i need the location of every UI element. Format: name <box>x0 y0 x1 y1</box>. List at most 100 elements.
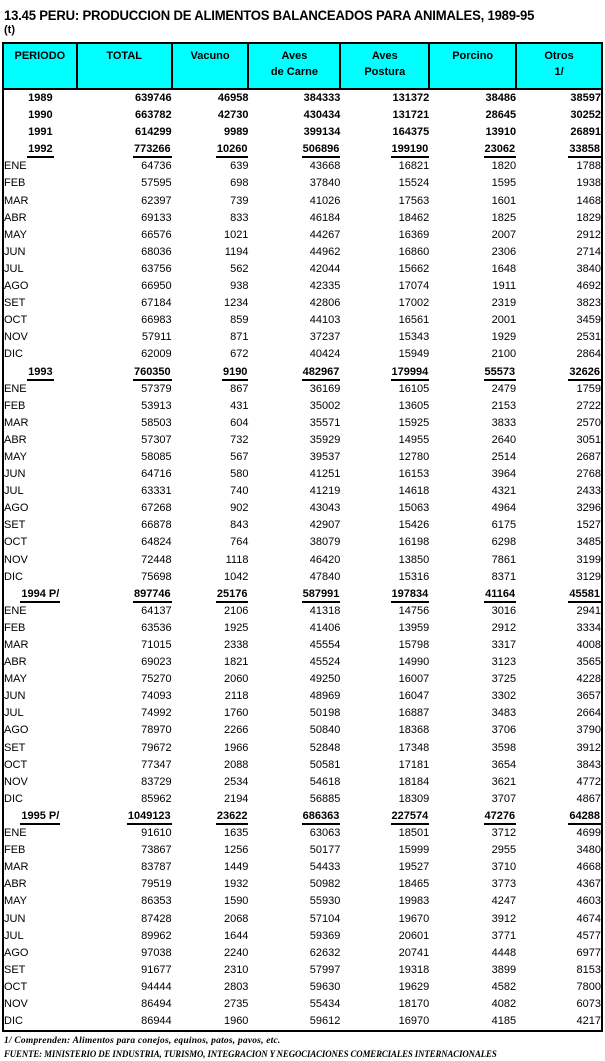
cell-value: 3485 <box>576 536 601 549</box>
cell-value: 62397 <box>141 194 172 207</box>
cell-value: 35571 <box>309 416 341 429</box>
cell-value: 604 <box>230 416 249 429</box>
cell-value: 2768 <box>576 468 601 481</box>
cell-value: 6175 <box>491 519 517 532</box>
cell-value: 15798 <box>398 639 430 651</box>
cell-value: 2570 <box>576 416 601 429</box>
cell-value: 131372 <box>392 92 430 104</box>
table-row-annual: 1990 663782 42730 430434 131721 28645 30252 <box>4 107 601 124</box>
cell-value: 8153 <box>576 963 601 976</box>
underlined-value: 506896 <box>301 143 341 159</box>
cell-value: 4247 <box>491 895 517 908</box>
cell-value: 2306 <box>491 245 517 258</box>
cell-value: 6073 <box>576 997 601 1010</box>
cell-value: 50581 <box>309 758 341 771</box>
cell-period: FEB <box>4 844 26 857</box>
cell-value: 4964 <box>491 502 517 515</box>
cell-value: 859 <box>230 314 249 327</box>
cell-value: 4772 <box>576 775 601 788</box>
cell-value: 1644 <box>223 929 249 942</box>
cell-value: 2106 <box>223 604 249 617</box>
cell-value: 15063 <box>398 502 430 515</box>
header-row: PERIODO TOTAL Vacuno Aves de Carne <box>4 44 601 90</box>
cell-value: 50177 <box>309 844 341 857</box>
cell-value: 57104 <box>309 912 341 925</box>
cell-value: 4674 <box>576 912 601 925</box>
cell-value: 62632 <box>309 946 341 959</box>
cell-value: 94444 <box>141 980 172 993</box>
cell-value: 1788 <box>576 160 601 173</box>
table-row-annual: 1993 760350 9190 482967 179994 55573 32626 <box>4 364 601 381</box>
cell-value: 17074 <box>398 280 430 293</box>
cell-value: 17348 <box>398 741 430 754</box>
table-row-annual: 1989 639746 46958 384333 131372 38486 38597 <box>4 89 601 107</box>
cell-value: 66878 <box>141 519 172 532</box>
cell-value: 1648 <box>491 262 517 275</box>
cell-value: 506896 <box>248 141 341 159</box>
table-row-month: MAY 86353 1590 55930 19983 4247 4603 <box>4 893 601 910</box>
cell-value: 7800 <box>576 980 601 993</box>
table-row-month: JUL 74992 1760 50198 16887 3483 2664 <box>4 705 601 722</box>
cell-value: 15316 <box>398 570 430 583</box>
cell-period: JUL <box>4 707 24 720</box>
cell-period: MAR <box>4 416 29 429</box>
table-row-month: SET 91677 2310 57997 19318 3899 8153 <box>4 962 601 979</box>
cell-value: 9989 <box>223 126 249 139</box>
table-row-month: AGO 97038 2240 62632 20741 4448 6977 <box>4 945 601 962</box>
cell-value: 63063 <box>309 827 341 840</box>
cell-value: 2735 <box>223 997 249 1010</box>
table-row-month: MAR 83787 1449 54433 19527 3710 4668 <box>4 859 601 876</box>
cell-period: JUL <box>4 929 24 942</box>
cell-value: 3833 <box>491 416 517 429</box>
cell-value: 2722 <box>576 399 601 412</box>
cell-value: 45581 <box>516 586 601 603</box>
cell-value: 3771 <box>491 929 517 942</box>
cell-value: 35002 <box>309 399 341 412</box>
cell-value: 3912 <box>491 912 517 925</box>
cell-value: 79672 <box>141 741 172 754</box>
cell-value: 3317 <box>491 639 517 651</box>
cell-value: 38079 <box>309 536 341 549</box>
cell-value: 2640 <box>491 433 517 446</box>
cell-period: JUL <box>4 262 24 275</box>
table-row-month: NOV 83729 2534 54618 18184 3621 4772 <box>4 774 601 791</box>
cell-value: 13959 <box>398 621 430 634</box>
table-row-month: DIC 75698 1042 47840 15316 8371 3129 <box>4 569 601 586</box>
cell-period: MAY <box>4 450 28 463</box>
table-row-month: NOV 57911 871 37237 15343 1929 2531 <box>4 329 601 346</box>
cell-value: 42806 <box>309 297 341 310</box>
underlined-value: 1992 <box>27 143 54 159</box>
cell-value: 399134 <box>303 126 341 139</box>
cell-value: 3016 <box>491 604 517 617</box>
cell-value: 44103 <box>309 314 341 327</box>
cell-value: 1960 <box>223 1015 249 1028</box>
cell-value: 79519 <box>141 878 172 891</box>
table-row-month: JUN 74093 2118 48969 16047 3302 3657 <box>4 688 601 705</box>
cell-value: 18368 <box>398 724 430 737</box>
cell-value: 97038 <box>141 946 172 959</box>
cell-value: 4668 <box>576 861 601 874</box>
cell-value: 2319 <box>491 297 517 310</box>
cell-value: 3964 <box>491 468 517 481</box>
cell-value: 38486 <box>485 92 517 104</box>
cell-value: 47276 <box>429 808 517 825</box>
cell-value: 87428 <box>141 912 172 925</box>
cell-value: 3725 <box>491 673 517 686</box>
table-row-month: FEB 63536 1925 41406 13959 2912 3334 <box>4 620 601 637</box>
cell-value: 16047 <box>398 690 430 703</box>
table-row-month: ENE 57379 867 36169 16105 2479 1759 <box>4 381 601 398</box>
cell-period: 1989 <box>28 92 53 104</box>
cell-value: 64716 <box>141 468 172 481</box>
table-container: PERIODO TOTAL Vacuno Aves de Carne <box>2 42 603 1033</box>
cell-period: AGO <box>4 724 29 737</box>
cell-value: 2118 <box>224 690 249 703</box>
cell-value: 199190 <box>340 141 430 159</box>
cell-value: 57379 <box>141 382 172 395</box>
cell-period: SET <box>4 297 26 310</box>
cell-value: 2068 <box>223 912 249 925</box>
cell-value: 3051 <box>576 433 601 446</box>
cell-value: 2941 <box>576 604 601 617</box>
table-row-month: JUL 63756 562 42044 15662 1648 3840 <box>4 261 601 278</box>
cell-value: 4867 <box>576 792 601 805</box>
cell-value: 131721 <box>392 109 430 122</box>
